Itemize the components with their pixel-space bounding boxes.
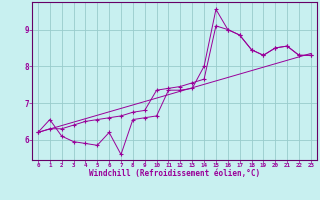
X-axis label: Windchill (Refroidissement éolien,°C): Windchill (Refroidissement éolien,°C): [89, 169, 260, 178]
